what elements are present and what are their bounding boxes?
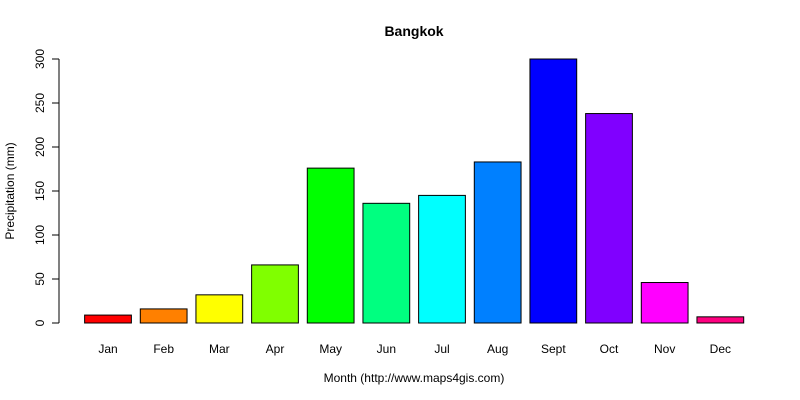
x-tick-label-nov: Nov: [654, 342, 675, 356]
x-tick-label-mar: Mar: [209, 342, 230, 356]
bar-dec: [696, 316, 745, 324]
x-tick-labels: Jan Feb Mar Apr May Jun Jul Aug Sept Oct Nov Dec: [98, 342, 731, 356]
y-tick-label-0: 0: [33, 319, 47, 326]
bar-jan: [84, 314, 132, 324]
bar-feb: [139, 308, 188, 324]
bar-jun: [362, 202, 411, 324]
x-tick-label-aug: Aug: [487, 342, 508, 356]
x-tick-label-sept: Sept: [541, 342, 566, 356]
y-tick-label-200: 200: [33, 137, 47, 157]
x-tick-label-dec: Dec: [710, 342, 731, 356]
y-tick-label-300: 300: [33, 49, 47, 69]
bars-group: [84, 58, 745, 324]
y-tick-label-250: 250: [33, 93, 47, 113]
chart-title: Bangkok: [384, 23, 443, 39]
y-tick-label-100: 100: [33, 225, 47, 245]
bar-sept: [529, 58, 578, 324]
bar-nov: [640, 282, 689, 324]
x-tick-label-may: May: [319, 342, 342, 356]
y-tick-label-50: 50: [33, 272, 47, 286]
bar-oct: [585, 113, 633, 324]
x-tick-label-jun: Jun: [377, 342, 396, 356]
bar-apr: [251, 264, 299, 324]
y-axis-label: Precipitation (mm): [3, 142, 17, 239]
x-tick-label-apr: Apr: [266, 342, 285, 356]
y-tick-group: 0 50 100 150 200 250 300: [33, 49, 59, 326]
y-tick-label-150: 150: [33, 181, 47, 201]
x-tick-label-feb: Feb: [153, 342, 174, 356]
bar-mar: [195, 294, 244, 324]
x-axis-label: Month (http://www.maps4gis.com): [324, 371, 505, 385]
x-tick-label-jul: Jul: [434, 342, 449, 356]
bar-may: [306, 167, 355, 324]
bar-jul: [418, 194, 466, 324]
x-tick-label-oct: Oct: [600, 342, 619, 356]
x-tick-label-jan: Jan: [98, 342, 117, 356]
bar-aug: [473, 161, 522, 324]
